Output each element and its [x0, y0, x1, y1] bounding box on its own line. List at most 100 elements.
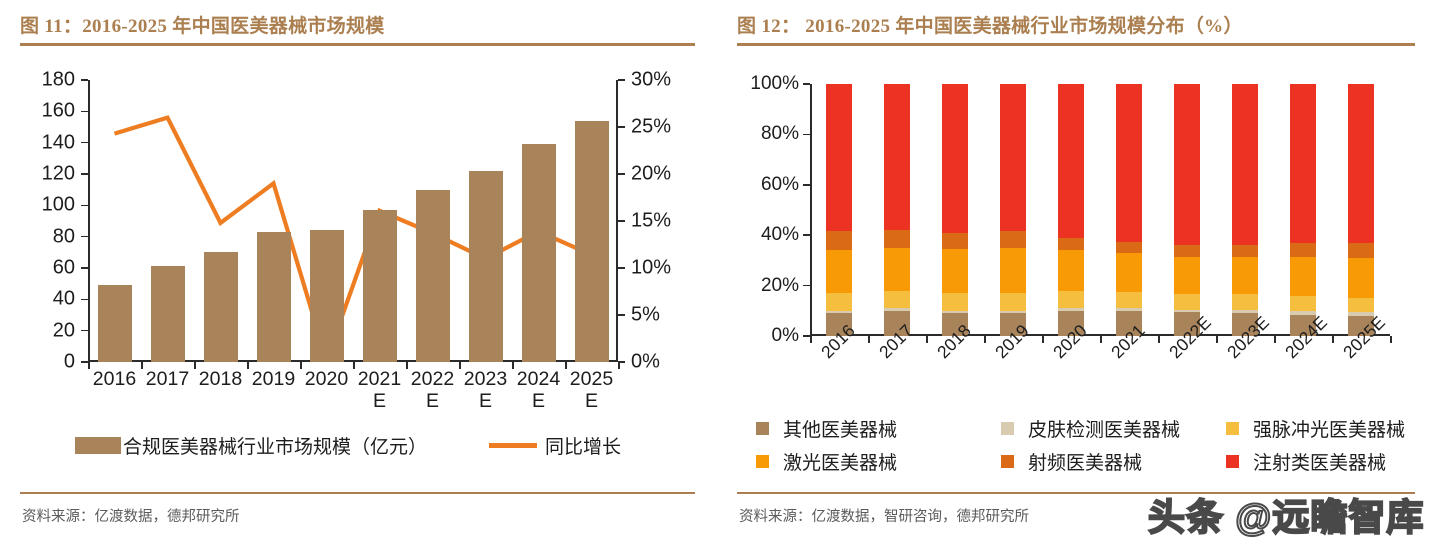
figure-12-x-tick [868, 336, 870, 343]
y-axis-tick [81, 235, 88, 238]
legend-swatch [756, 422, 769, 435]
stack-segment [1116, 252, 1142, 292]
stack-segment [1290, 310, 1316, 315]
secondary-y-axis-tick [618, 267, 625, 269]
stack-segment [1000, 313, 1026, 336]
secondary-y-axis-label: 15% [631, 209, 672, 232]
y-axis-tick [81, 329, 88, 332]
y-axis-tick [81, 204, 88, 207]
bar-market-size [150, 266, 185, 362]
stack-segment [1058, 308, 1084, 311]
figure-12-y-label: 20% [760, 274, 799, 296]
x-axis-label: 2022 E [410, 368, 455, 412]
bar-market-size [415, 189, 450, 362]
stack-segment [942, 249, 968, 294]
x-axis-label: 2021 E [357, 368, 402, 412]
stack-segment [826, 313, 852, 336]
y-axis-label: 20 [52, 319, 75, 342]
stack-segment [1290, 84, 1316, 243]
figure-11-plot-area: 0 20 40 60 80 100 120 140 160 180 0% 5% 10% 15% 20% 25%… [42, 69, 671, 373]
figure-12-legend-item: 注射类医美器械 [1226, 448, 1386, 475]
figure-12-plot-area: 0% 20% 40% 60% 80% 100% [750, 73, 1392, 346]
legend-label: 注射类医美器械 [1253, 453, 1387, 474]
bar-market-size [521, 144, 556, 362]
stack-segment [1116, 241, 1142, 253]
x-axis-tick [406, 362, 408, 369]
stack-segment [942, 232, 968, 250]
stack-segment [1348, 84, 1374, 243]
y-axis-tick [81, 267, 88, 269]
legend-swatch-yoy-growth [489, 443, 538, 448]
x-axis-tick [194, 362, 196, 369]
legend-label: 其他医美器械 [783, 420, 898, 441]
stack-segment [1174, 294, 1200, 310]
figure-12-x-tick [810, 336, 812, 343]
figure-12-legend-item: 其他医美器械 [756, 415, 897, 442]
stack-segment [1000, 310, 1026, 314]
bar-market-size [468, 170, 503, 362]
stack-segment [1232, 294, 1258, 310]
stack-segment [1058, 250, 1084, 291]
y-axis-label: 80 [52, 225, 75, 248]
secondary-y-axis-label: 25% [631, 115, 672, 138]
stack-segment [1232, 245, 1258, 257]
figure-12-source: 资料来源：亿渡数据，智研咨询，德邦研究所 [739, 509, 1029, 525]
legend-label: 皮肤检测医美器械 [1028, 420, 1181, 441]
x-axis-tick [512, 362, 514, 369]
stack-segment [1000, 293, 1026, 311]
figure-12-y-label: 60% [760, 173, 799, 195]
stack-segment [826, 293, 852, 311]
legend-swatch [1226, 455, 1239, 468]
stack-segment [1348, 312, 1374, 316]
stacked-bar [1290, 84, 1316, 336]
stack-segment [942, 310, 968, 314]
y-axis-label: 40 [52, 287, 75, 310]
stack-segment [1116, 310, 1142, 336]
stack-segment [942, 293, 968, 311]
figure-12-y-tick [803, 234, 810, 236]
stack-segment [884, 310, 910, 336]
figure-12-y-tick [803, 133, 810, 136]
legend-label: 强脉冲光医美器械 [1253, 420, 1406, 441]
figure-12-y-label: 40% [760, 224, 799, 246]
stack-segment [1232, 313, 1258, 336]
x-axis-tick [459, 362, 461, 369]
secondary-y-axis-label: 20% [631, 162, 672, 185]
legend-swatch [756, 455, 769, 468]
secondary-y-axis-label: 10% [631, 256, 672, 279]
stack-segment [1232, 309, 1258, 314]
figure-12-x-tick [984, 336, 986, 343]
y-axis-label: 180 [41, 68, 75, 91]
stack-segment [1348, 298, 1374, 313]
y-axis-tick [81, 110, 88, 113]
stacked-bar [884, 84, 910, 336]
figure-12-y-label: 100% [750, 73, 799, 94]
stack-segment [1174, 256, 1200, 295]
x-axis-tick [353, 362, 355, 369]
figure-12-x-tick [1332, 336, 1334, 343]
figure-12-title: 图 12： 2016-2025 年中国医美器械行业市场规模分布（%） [737, 16, 1243, 37]
y-axis-tick [81, 173, 88, 175]
y-axis-label: 160 [41, 99, 75, 122]
figure-12-y-tick [803, 184, 810, 186]
figure-11-source: 资料来源：亿渡数据，德邦研究所 [22, 509, 240, 525]
bar-market-size [256, 231, 291, 362]
stacked-bar [1000, 84, 1026, 336]
figure-12-y-label: 80% [760, 123, 799, 145]
stack-segment [1058, 84, 1084, 238]
figure-12-y-label: 0% [771, 325, 799, 346]
x-axis-tick [565, 362, 567, 369]
secondary-y-axis-label: 0% [631, 350, 660, 373]
stacked-bar [1232, 84, 1258, 336]
figure-12-legend: 其他医美器械 皮肤检测医美器械 强脉冲光医美器械 激光医美器械 射频医美器械 注射类医美器… [756, 412, 1426, 478]
stack-segment [1116, 308, 1142, 311]
figure-12-x-tick [1274, 336, 1276, 343]
y-axis-label: 100 [41, 193, 75, 216]
stacked-bar [1058, 84, 1084, 336]
bar-market-size [574, 120, 609, 362]
stack-segment [1348, 242, 1374, 258]
legend-label-yoy-growth: 同比增长 [545, 437, 622, 458]
stack-segment [884, 308, 910, 311]
legend-swatch [1226, 422, 1239, 435]
